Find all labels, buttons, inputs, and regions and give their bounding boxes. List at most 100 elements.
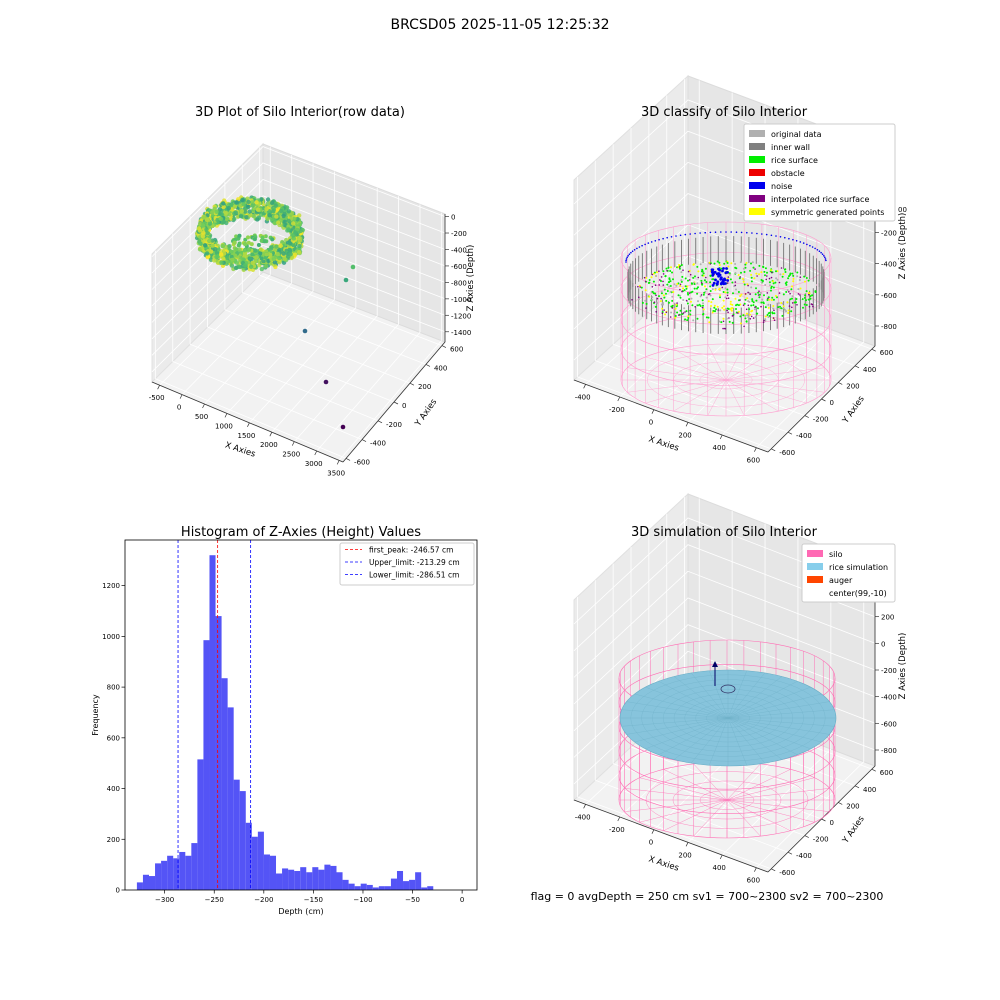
silo-ring (673, 361, 779, 399)
surface-point (801, 298, 804, 301)
data-point (265, 216, 270, 222)
data-point (259, 238, 264, 243)
surface-point (764, 267, 767, 270)
grid-line (577, 796, 772, 870)
noise-point (740, 231, 743, 234)
surface-point (702, 302, 704, 305)
surface-point (750, 273, 753, 276)
grid-line (577, 376, 772, 450)
y-tick-label: 0 (830, 399, 834, 407)
interpolated-point (662, 284, 665, 286)
surface-point (667, 266, 670, 269)
y-tick (787, 431, 793, 435)
surface-point (727, 265, 730, 268)
data-point (238, 214, 244, 219)
histogram-bar (403, 881, 410, 890)
x-axis-label: Depth (cm) (278, 907, 323, 916)
data-point (221, 205, 226, 210)
noise-point (694, 232, 696, 235)
surface-point (709, 281, 712, 284)
surface-point (669, 285, 672, 287)
histogram-bar (330, 865, 337, 890)
x-tick-label: −300 (155, 896, 174, 904)
histogram-bar (360, 883, 367, 890)
x-tick (754, 447, 757, 452)
data-point (241, 257, 246, 262)
legend-label: symmetric generated points (771, 208, 884, 217)
surface-point (728, 272, 731, 275)
y-tick-label: 0 (402, 402, 406, 410)
y-tick-label: 600 (450, 346, 463, 354)
legend-swatch (807, 563, 823, 570)
noise-point (820, 251, 822, 254)
surface-point (750, 286, 753, 289)
data-point (258, 251, 263, 256)
surface-point (704, 285, 706, 288)
interpolated-point (631, 299, 633, 301)
data-point (247, 256, 252, 261)
outlier-point (343, 277, 349, 283)
data-point (292, 216, 297, 222)
y-tick-label: -400 (796, 432, 812, 440)
surface-point (676, 283, 679, 285)
surface-point (771, 311, 774, 314)
histogram-bar (215, 616, 222, 890)
surface-point (721, 306, 724, 309)
data-point (286, 209, 291, 214)
surface-point (716, 305, 719, 308)
surface-point (711, 298, 714, 301)
surface-point (644, 299, 647, 302)
surface-point (699, 295, 702, 298)
surface-point (692, 319, 695, 322)
surface-point (753, 277, 756, 280)
data-point (260, 235, 265, 240)
y-tick-label: 400 (863, 366, 876, 374)
x-tick-label: 200 (678, 851, 691, 859)
x-tick-label: -200 (609, 826, 625, 834)
surface-point (795, 301, 797, 304)
surface-point (764, 274, 766, 277)
z-tick-label: -400 (451, 246, 467, 254)
interpolated-point (766, 292, 769, 294)
noise-point (799, 241, 802, 243)
data-point (275, 251, 280, 257)
surface-point (656, 302, 659, 304)
data-point (286, 218, 291, 224)
rice-mesh (727, 701, 830, 719)
surface-point (725, 317, 728, 320)
surface-point (731, 281, 734, 284)
interpolated-point (671, 307, 674, 309)
surface-point (705, 281, 708, 283)
interpolated-point (799, 294, 801, 296)
noise-point (818, 250, 821, 252)
surface-point (701, 299, 704, 302)
surface-point (740, 293, 743, 296)
data-point (269, 245, 274, 250)
noise-point (765, 233, 768, 236)
histogram-bar (312, 867, 319, 890)
surface-point (780, 302, 783, 304)
surface-point (675, 303, 678, 306)
interpolated-point (654, 284, 657, 287)
legend-label: noise (771, 182, 792, 191)
x-tick (247, 422, 250, 427)
surface-point (679, 296, 682, 299)
x-tick-label: 0 (460, 896, 464, 904)
surface-point (683, 307, 686, 310)
data-point (259, 256, 264, 261)
interpolated-point (737, 312, 739, 314)
grid-line (224, 309, 411, 384)
data-point (271, 256, 276, 262)
surface-point (718, 261, 721, 264)
surface-point (707, 316, 710, 319)
x-tick (719, 434, 723, 440)
rice-mesh (727, 717, 835, 727)
interpolated-point (727, 276, 730, 278)
surface-point (675, 284, 678, 287)
surface-point (707, 300, 710, 303)
surface-point (719, 309, 722, 312)
noise-point (718, 268, 721, 272)
surface-point (664, 275, 667, 278)
noise-point (792, 238, 794, 241)
auger-arrow (712, 661, 718, 667)
